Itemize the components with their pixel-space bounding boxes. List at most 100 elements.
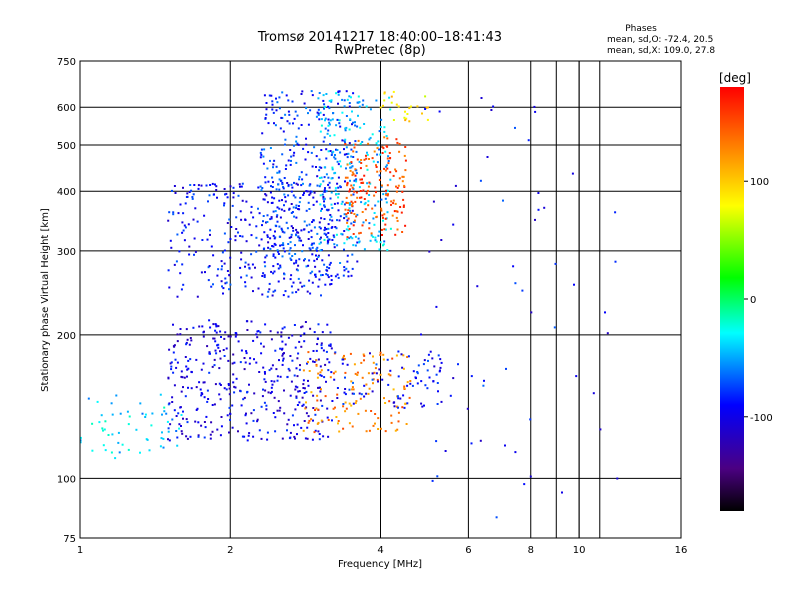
data-point bbox=[317, 358, 320, 361]
data-point bbox=[361, 178, 363, 181]
data-point bbox=[296, 423, 299, 426]
data-point bbox=[192, 218, 195, 221]
data-point bbox=[283, 412, 286, 415]
data-point bbox=[271, 245, 274, 247]
data-point bbox=[223, 249, 226, 252]
data-point bbox=[336, 118, 339, 121]
data-point bbox=[358, 392, 361, 395]
data-point bbox=[250, 320, 253, 323]
data-point bbox=[356, 241, 359, 244]
data-point bbox=[252, 216, 255, 219]
y-tick-label: 750 bbox=[57, 57, 76, 68]
data-point bbox=[514, 451, 517, 454]
data-point bbox=[303, 102, 306, 105]
data-point bbox=[389, 369, 392, 372]
data-point bbox=[398, 142, 401, 145]
data-point bbox=[293, 374, 296, 377]
data-point bbox=[343, 213, 346, 216]
data-point bbox=[297, 390, 300, 393]
data-point bbox=[268, 288, 271, 291]
data-point bbox=[337, 276, 340, 279]
data-point bbox=[300, 93, 303, 95]
data-point bbox=[329, 218, 331, 221]
data-point bbox=[308, 184, 311, 187]
data-point bbox=[317, 97, 320, 100]
data-point bbox=[346, 260, 349, 263]
data-point bbox=[103, 428, 106, 431]
data-point bbox=[348, 105, 351, 108]
data-point bbox=[273, 270, 276, 273]
data-point bbox=[292, 154, 295, 157]
data-point bbox=[281, 153, 284, 156]
data-point bbox=[306, 290, 309, 293]
data-point bbox=[343, 242, 346, 245]
data-point bbox=[187, 367, 190, 370]
data-point bbox=[404, 159, 407, 162]
data-point bbox=[335, 148, 337, 151]
data-point bbox=[390, 95, 393, 98]
data-point bbox=[269, 247, 272, 250]
data-point bbox=[344, 371, 347, 374]
data-point bbox=[187, 386, 189, 389]
data-point bbox=[440, 361, 443, 364]
data-point bbox=[263, 276, 266, 278]
data-point bbox=[217, 346, 220, 349]
data-point bbox=[265, 194, 268, 197]
data-point bbox=[400, 211, 403, 214]
data-point bbox=[104, 420, 107, 423]
data-point bbox=[303, 192, 305, 195]
data-point bbox=[262, 220, 264, 223]
data-point bbox=[404, 169, 407, 172]
data-point bbox=[333, 202, 336, 205]
data-point bbox=[272, 234, 275, 237]
data-point bbox=[253, 358, 255, 361]
data-point bbox=[352, 173, 355, 175]
data-point bbox=[381, 184, 383, 187]
data-point bbox=[302, 194, 305, 196]
data-point bbox=[344, 376, 346, 379]
data-point bbox=[215, 352, 218, 355]
data-point bbox=[244, 261, 247, 264]
data-point bbox=[299, 364, 301, 367]
data-point bbox=[291, 359, 294, 362]
data-point bbox=[205, 415, 208, 418]
data-point bbox=[272, 163, 275, 166]
data-point bbox=[397, 184, 400, 187]
data-point bbox=[178, 423, 181, 426]
data-point bbox=[337, 176, 340, 179]
data-point bbox=[317, 323, 320, 326]
data-point bbox=[281, 347, 284, 350]
data-point bbox=[358, 186, 361, 189]
data-point bbox=[329, 343, 332, 346]
data-point bbox=[298, 390, 301, 393]
data-point bbox=[336, 393, 339, 396]
data-point bbox=[313, 242, 315, 245]
data-point bbox=[295, 228, 298, 231]
data-point bbox=[248, 266, 251, 269]
x-tick-label: 16 bbox=[675, 545, 688, 556]
data-point bbox=[255, 361, 258, 364]
data-point bbox=[305, 265, 308, 268]
data-point bbox=[180, 425, 182, 427]
data-point bbox=[429, 350, 432, 353]
data-point bbox=[269, 237, 272, 240]
data-point bbox=[405, 117, 408, 120]
data-point bbox=[281, 255, 284, 258]
data-point bbox=[229, 256, 232, 259]
data-point bbox=[397, 420, 400, 423]
data-point bbox=[360, 181, 363, 184]
data-point bbox=[392, 199, 395, 202]
data-point bbox=[368, 429, 371, 432]
data-point bbox=[274, 430, 277, 433]
data-point bbox=[181, 432, 184, 435]
data-point bbox=[185, 418, 188, 421]
data-point bbox=[426, 387, 429, 390]
data-point bbox=[346, 219, 349, 222]
data-point bbox=[262, 215, 265, 217]
data-point bbox=[318, 438, 321, 441]
data-point bbox=[100, 414, 103, 417]
data-point bbox=[183, 376, 186, 379]
data-point bbox=[269, 191, 272, 194]
data-point bbox=[313, 259, 316, 262]
data-point bbox=[281, 354, 284, 357]
